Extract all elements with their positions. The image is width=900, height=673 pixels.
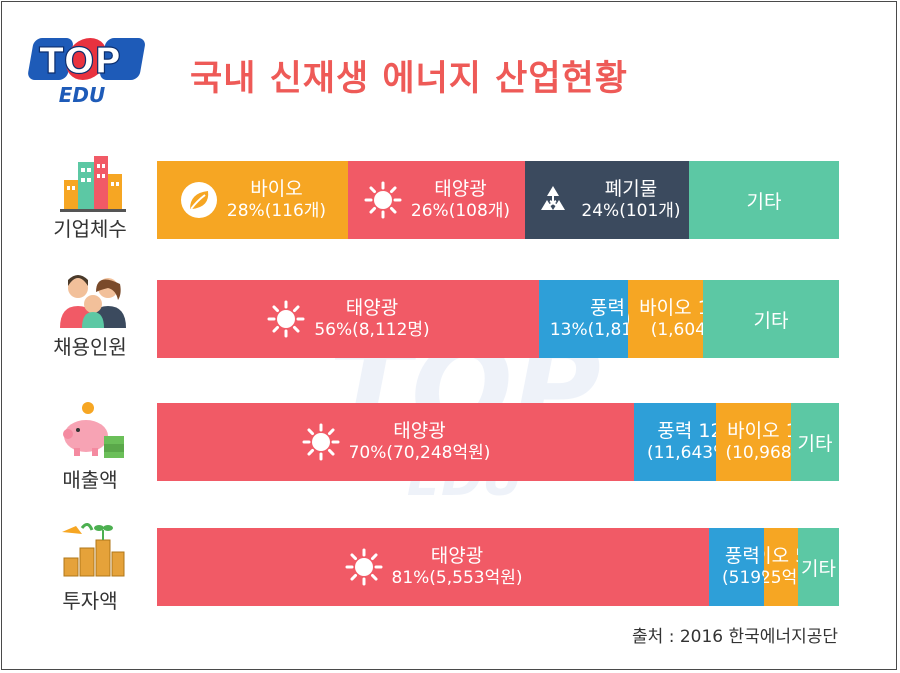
bar-segment-wind: 풍력 12%(11,643억원): [634, 403, 716, 481]
segment-value: (519억원): [722, 568, 764, 588]
bar-segment-bio: 바이오 28%(116개): [157, 161, 348, 239]
segment-name: 태양광: [345, 297, 399, 319]
bar-segment-wind: 풍력 8%(519억원): [709, 528, 764, 606]
piggy-bank-icon: [63, 402, 124, 458]
bar-segment-sun: 태양광 70%(70,248억원): [157, 403, 634, 481]
segment-value: (11,643억원): [646, 443, 716, 463]
sun-icon: [302, 423, 340, 461]
segment-name: 태양광: [430, 545, 484, 567]
segment-value: 56%(8,112명): [314, 320, 430, 340]
segment-label: 태양광 56%(8,112명): [314, 297, 429, 341]
logo-main-text: TOP: [39, 41, 121, 82]
segment-name: 풍력: [590, 297, 625, 319]
segment-name: 태양광: [434, 178, 487, 200]
recycle-icon: [541, 186, 566, 210]
segment-value: 81%(5,553억원): [391, 568, 523, 588]
bar-segment-waste: 폐기물 24%(101개): [525, 161, 689, 239]
segment-name: 바이오: [250, 178, 303, 200]
wind-turbine-icon: [634, 422, 639, 462]
bar-segment-bio: 바이오 11%(1,604명): [628, 280, 703, 358]
row-label-revenue: 매출액: [62, 468, 118, 492]
top-edu-logo: TOP EDU: [28, 38, 145, 107]
people-icon: [60, 275, 126, 328]
buildings-icon: [60, 156, 126, 212]
row-label-companies: 기업체수: [53, 217, 127, 241]
sun-icon: [267, 300, 305, 338]
bar-segment-etc: 기타: [798, 528, 839, 606]
bar-segment-bio: 바이오 5%(325억원): [764, 528, 798, 606]
segment-label: 바이오 5%(325억원): [764, 545, 798, 589]
sun-icon: [364, 181, 402, 219]
bar-companies: 바이오 28%(116개) 태양광 26%(108개) 폐기물 24%(101개) 기타: [157, 161, 839, 239]
leaf-icon: [716, 422, 717, 462]
segment-value: 13%(1,813명): [549, 320, 628, 340]
segment-label: 바이오 11%(10,968억원): [725, 420, 791, 464]
segment-label-etc: 기타: [797, 432, 833, 455]
segment-value: 28%(116개): [226, 201, 327, 221]
bar-segment-sun: 태양광 56%(8,112명): [157, 280, 539, 358]
segment-value: (10,968억원): [725, 443, 791, 463]
source-note: 출처 : 2016 한국에너지공단: [632, 627, 838, 647]
wind-turbine-icon: [709, 547, 714, 587]
leaf-icon: [628, 312, 630, 326]
bar-segment-etc: 기타: [689, 161, 839, 239]
segment-name: 풍력 12%: [657, 420, 716, 442]
segment-name: 바이오 11%: [639, 297, 703, 319]
segment-label: 바이오 28%(116개): [227, 178, 326, 222]
segment-label: 풍력 12%(11,643억원): [647, 420, 716, 464]
bar-segment-etc: 기타: [703, 280, 839, 358]
segment-value: 26%(108개): [410, 201, 511, 221]
segment-name: 풍력 8%: [724, 545, 764, 567]
segment-value: 70%(70,248억원): [348, 443, 491, 463]
bar-segment-bio: 바이오 11%(10,968억원): [716, 403, 791, 481]
segment-value: (1,604명): [650, 320, 703, 340]
segment-value: (325억원): [764, 568, 798, 588]
segment-name: 바이오 11%: [727, 420, 791, 442]
segment-value: 24%(101개): [581, 201, 681, 221]
segment-label: 풍력 8%(519억원): [722, 545, 764, 589]
bar-segment-etc: 기타: [791, 403, 839, 481]
segment-label-etc: 기타: [801, 557, 836, 580]
segment-label-etc: 기타: [746, 190, 782, 213]
segment-label: 폐기물 24%(101개): [581, 178, 680, 222]
segment-label: 바이오 11%(1,604명): [639, 297, 703, 341]
segment-name: 바이오 5%: [764, 545, 798, 567]
segment-name: 폐기물: [604, 178, 658, 200]
segment-label: 태양광 81%(5,553억원): [392, 545, 523, 589]
leaf-icon: [180, 182, 217, 218]
bar-segment-sun: 태양광 81%(5,553억원): [157, 528, 709, 606]
page-title: 국내 신재생 에너지 산업현황: [190, 59, 628, 99]
segment-name: 태양광: [393, 420, 446, 442]
segment-label-etc: 기타: [753, 309, 789, 332]
wind-turbine-icon: [539, 299, 542, 339]
coins-growth-icon: [62, 523, 125, 577]
segment-label: 태양광 26%(108개): [411, 178, 510, 222]
logo-sub-text: EDU: [59, 83, 106, 107]
sun-icon: [345, 548, 382, 586]
row-label-investment: 투자액: [62, 589, 118, 613]
segment-label: 태양광 70%(70,248억원): [349, 420, 491, 464]
row-label-employees: 채용인원: [53, 335, 127, 359]
bar-segment-sun: 태양광 26%(108개): [348, 161, 525, 239]
